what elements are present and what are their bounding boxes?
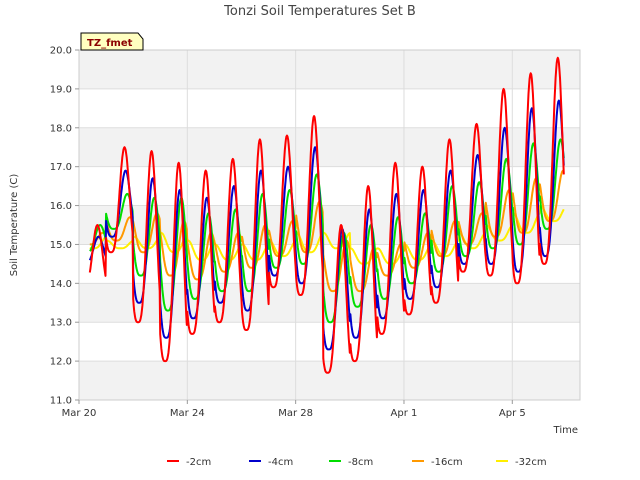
legend-label: -8cm <box>348 457 373 468</box>
y-tick-label: 19.0 <box>50 84 72 95</box>
station-tag-label: TZ_fmet <box>87 38 133 49</box>
station-tag: TZ_fmet <box>80 32 144 51</box>
x-tick-label: Mar 28 <box>278 408 313 419</box>
y-tick-label: 18.0 <box>50 123 72 134</box>
x-tick-label: Apr 5 <box>499 408 526 419</box>
x-axis-label: Time <box>553 425 578 436</box>
legend-label: -2cm <box>186 457 211 468</box>
plot-background-bands <box>79 50 580 400</box>
legend-label: -32cm <box>515 457 547 468</box>
y-tick-label: 17.0 <box>50 162 72 173</box>
y-tick-label: 13.0 <box>50 318 72 329</box>
y-tick-label: 14.0 <box>50 279 72 290</box>
series-line-2cm <box>88 56 565 374</box>
y-tick-label: 15.0 <box>50 240 72 251</box>
y-tick-label: 12.0 <box>50 357 72 368</box>
series-lines <box>88 56 565 374</box>
plot-band <box>79 361 580 400</box>
legend: -2cm -4cm -8cm -16cm -32cm <box>167 457 547 468</box>
station-tag-box <box>80 32 144 51</box>
plot-frame <box>78 49 581 401</box>
y-axis-ticks: 11.0 12.0 13.0 14.0 15.0 16.0 17.0 18.0 19.0 20.0 <box>50 46 79 407</box>
y-tick-label: 11.0 <box>50 396 72 407</box>
x-tick-label: Mar 24 <box>170 408 205 419</box>
legend-label: -16cm <box>431 457 463 468</box>
y-tick-label: 20.0 <box>50 46 72 57</box>
plot-band <box>79 50 580 89</box>
chart-title: Tonzi Soil Temperatures Set B <box>223 4 416 19</box>
y-tick-label: 16.0 <box>50 201 72 212</box>
x-axis-ticks: Mar 20 Mar 24 Mar 28 Apr 1 Apr 5 <box>62 400 526 419</box>
plot-band <box>79 127 580 167</box>
x-tick-label: Mar 20 <box>62 408 97 419</box>
y-axis-label: Soil Temperature (C) <box>9 174 20 277</box>
x-tick-label: Apr 1 <box>391 408 418 419</box>
legend-label: -4cm <box>268 457 293 468</box>
